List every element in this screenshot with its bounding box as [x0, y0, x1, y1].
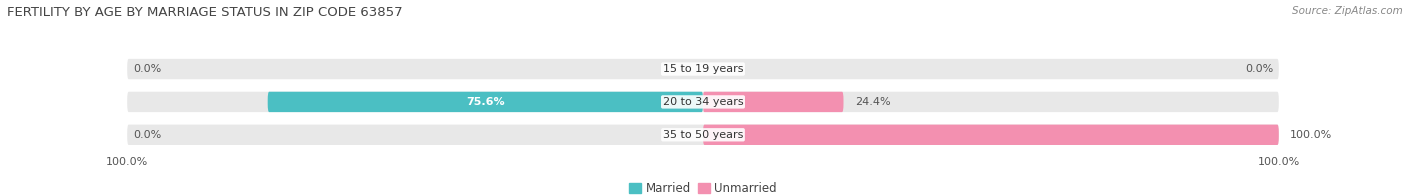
Text: 24.4%: 24.4%: [855, 97, 890, 107]
Text: 100.0%: 100.0%: [1291, 130, 1333, 140]
Text: 0.0%: 0.0%: [134, 130, 162, 140]
FancyBboxPatch shape: [267, 92, 703, 112]
Text: Source: ZipAtlas.com: Source: ZipAtlas.com: [1292, 6, 1403, 16]
FancyBboxPatch shape: [127, 92, 1279, 112]
FancyBboxPatch shape: [127, 125, 1279, 145]
Text: 75.6%: 75.6%: [465, 97, 505, 107]
Text: 0.0%: 0.0%: [134, 64, 162, 74]
Text: 35 to 50 years: 35 to 50 years: [662, 130, 744, 140]
FancyBboxPatch shape: [703, 125, 1279, 145]
Text: 0.0%: 0.0%: [1244, 64, 1272, 74]
FancyBboxPatch shape: [127, 59, 1279, 79]
Text: FERTILITY BY AGE BY MARRIAGE STATUS IN ZIP CODE 63857: FERTILITY BY AGE BY MARRIAGE STATUS IN Z…: [7, 6, 402, 19]
Legend: Married, Unmarried: Married, Unmarried: [624, 178, 782, 196]
Text: 15 to 19 years: 15 to 19 years: [662, 64, 744, 74]
Text: 20 to 34 years: 20 to 34 years: [662, 97, 744, 107]
FancyBboxPatch shape: [703, 92, 844, 112]
